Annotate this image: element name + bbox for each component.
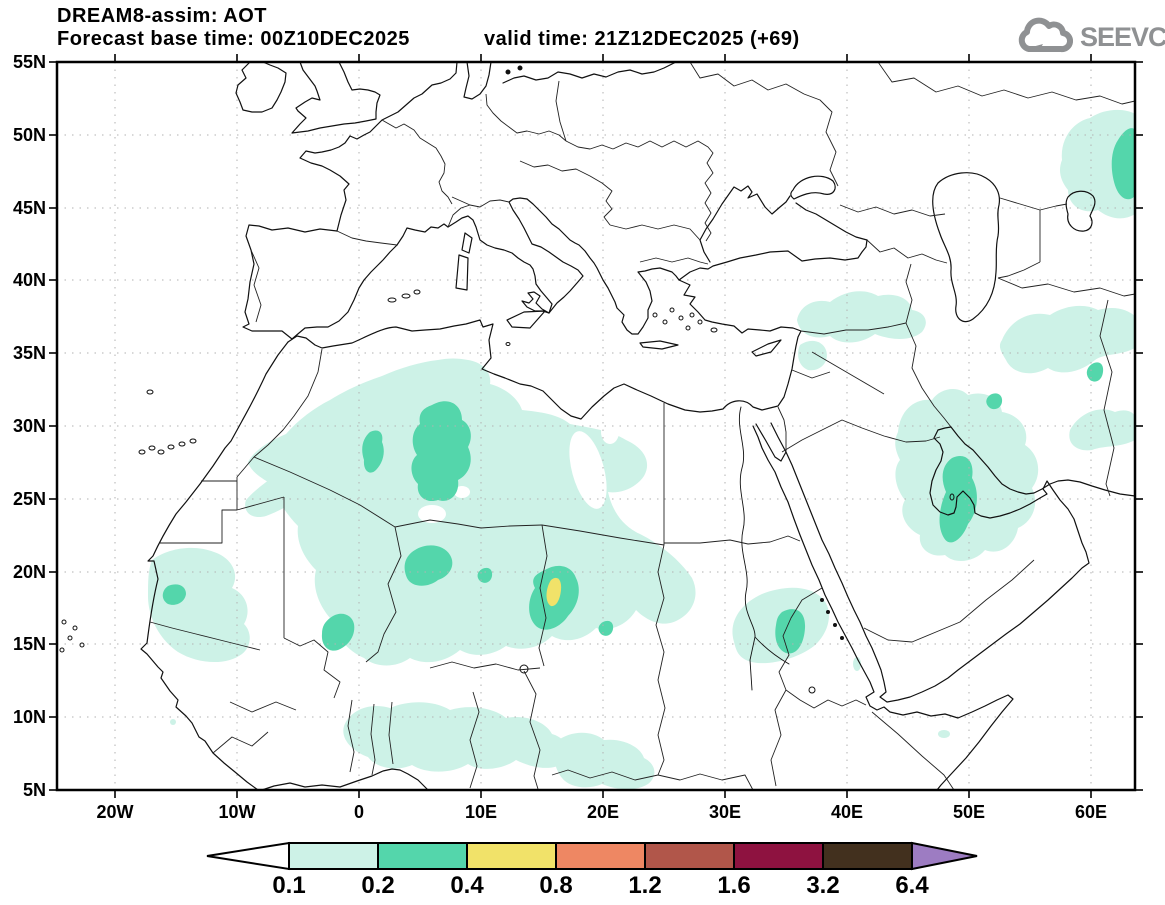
lat-tick-label: 50N	[13, 125, 46, 145]
country-borders	[149, 61, 1136, 791]
islands	[59, 65, 955, 694]
colorbar-tick-label: 0.4	[450, 872, 484, 899]
lon-tick-label: 10W	[218, 802, 255, 822]
aot-level3-region	[546, 577, 562, 607]
colorbar-segment	[733, 842, 824, 870]
lat-tick-label: 40N	[13, 270, 46, 290]
plot-title: DREAM8-assim: AOT	[57, 5, 268, 27]
colorbar-tick-label: 0.8	[539, 872, 572, 899]
colorbar-tick-label: 1.2	[628, 872, 661, 899]
colorbar-over-arrow	[911, 841, 978, 871]
lat-tick-label: 20N	[13, 562, 46, 582]
lon-tick-label: 0	[354, 802, 364, 822]
cloud-icon	[1018, 17, 1074, 53]
lat-tick-label: 15N	[13, 634, 46, 654]
coastlines	[140, 61, 1136, 791]
lat-tick-label: 45N	[13, 198, 46, 218]
colorbar-tick-label: 0.1	[272, 872, 305, 899]
forecast-base-time: Forecast base time: 00Z10DEC2025	[57, 28, 410, 50]
colorbar-segment	[555, 842, 646, 870]
lon-tick-label: 50E	[953, 802, 985, 822]
lon-tick-label: 40E	[831, 802, 863, 822]
lat-tick-label: 55N	[13, 52, 46, 72]
colorbar-segment	[466, 842, 557, 870]
longitude-axis: 20W 10W 0 10E 20E 30E 40E 50E 60E	[96, 802, 1107, 822]
lat-tick-label: 10N	[13, 707, 46, 727]
seevccc-logo: SEEVCCC	[1016, 16, 1165, 58]
valid-time: valid time: 21Z12DEC2025 (+69)	[484, 28, 800, 50]
colorbar-segment	[288, 842, 379, 870]
colorbar-segment	[377, 842, 468, 870]
lat-tick-label: 35N	[13, 343, 46, 363]
aot-level1-regions	[148, 109, 1135, 790]
colorbar-segment	[822, 842, 913, 870]
lon-tick-label: 20E	[587, 802, 619, 822]
aot-field-gaps	[418, 420, 619, 523]
colorbar-tick-label: 6.4	[895, 872, 929, 899]
colorbar-under-arrow	[206, 841, 290, 871]
colorbar-labels: 0.1 0.2 0.4 0.8 1.2 1.6 3.2 6.4	[272, 872, 929, 899]
axis-ticks	[49, 54, 1143, 798]
colorbar-segment	[644, 842, 735, 870]
lat-tick-label: 25N	[13, 489, 46, 509]
lon-tick-label: 10E	[465, 802, 497, 822]
lon-tick-label: 20W	[96, 802, 133, 822]
lon-tick-label: 30E	[709, 802, 741, 822]
colorbar-tick-label: 1.6	[717, 872, 750, 899]
colorbar-tick-label: 3.2	[806, 872, 839, 899]
colorbar	[206, 841, 978, 871]
colorbar-tick-label: 0.2	[361, 872, 394, 899]
latitude-axis: 55N 50N 45N 40N 35N 30N 25N 20N 15N 10N …	[13, 52, 46, 800]
logo-text: SEEVCCC	[1080, 21, 1165, 52]
lat-tick-label: 5N	[23, 780, 46, 800]
lon-tick-label: 60E	[1075, 802, 1107, 822]
lat-tick-label: 30N	[13, 416, 46, 436]
graticule	[57, 62, 1135, 790]
